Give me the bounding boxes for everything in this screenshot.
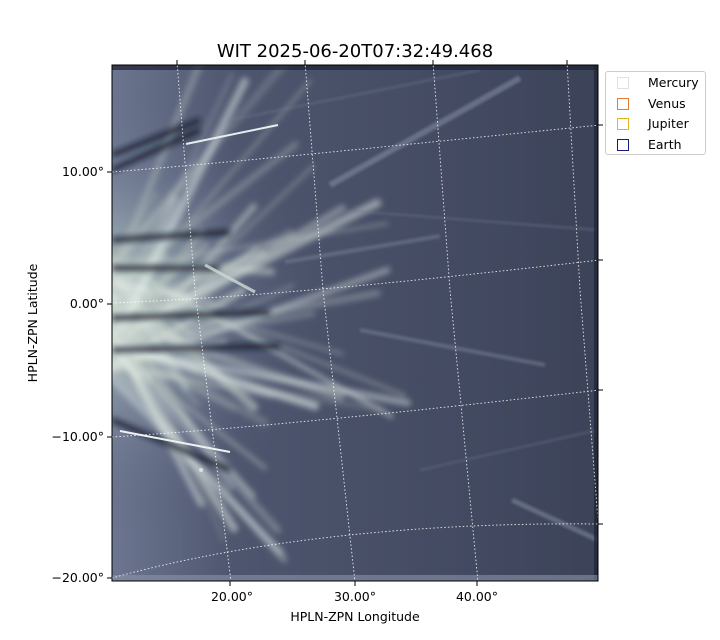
x-tick-label: 30.00° — [334, 589, 376, 604]
legend-item-mercury: Mercury — [606, 74, 705, 95]
legend-swatch — [617, 97, 629, 110]
bright-streaks — [119, 124, 279, 472]
coordinate-grid — [112, 65, 598, 581]
y-tick-label: −10.00° — [51, 429, 104, 444]
legend-label: Mercury — [648, 75, 699, 90]
legend-item-earth: Earth — [606, 136, 705, 157]
y-tick-label: 0.00° — [70, 296, 104, 311]
x-axis-label: HPLN-ZPN Longitude — [290, 609, 420, 624]
x-tick-label: 20.00° — [211, 589, 253, 604]
dust-streaks — [229, 69, 598, 543]
legend-item-venus: Venus — [606, 95, 705, 116]
legend-item-jupiter: Jupiter — [606, 115, 705, 136]
x-tick-label: 40.00° — [456, 589, 498, 604]
legend: Mercury Venus Jupiter Earth — [605, 71, 706, 155]
dark-bands — [112, 117, 281, 473]
legend-label: Jupiter — [648, 116, 689, 131]
legend-label: Venus — [648, 95, 686, 111]
legend-label: Earth — [648, 136, 682, 152]
chart-title: WIT 2025-06-20T07:32:49.468 — [217, 41, 493, 62]
tick-marks — [107, 60, 603, 586]
y-axis-label: HPLN-ZPN Latitude — [25, 263, 40, 382]
y-tick-label: 10.00° — [62, 164, 104, 179]
legend-swatch — [617, 77, 629, 89]
legend-swatch — [617, 138, 629, 151]
image-area — [112, 65, 598, 581]
y-tick-label: −20.00° — [51, 570, 104, 585]
legend-swatch — [617, 118, 629, 130]
